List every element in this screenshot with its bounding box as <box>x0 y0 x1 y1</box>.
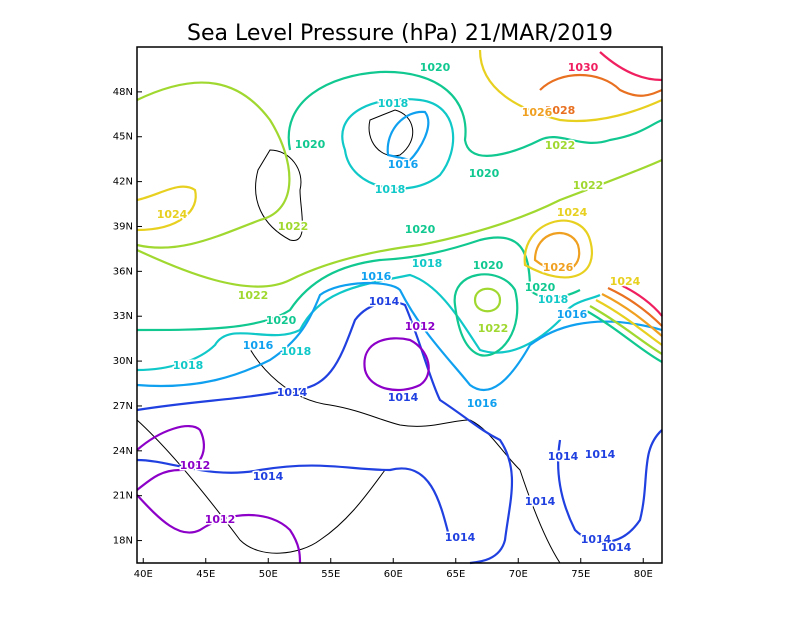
y-tick-label: 45N <box>113 132 133 143</box>
y-tick-label: 27N <box>113 401 133 412</box>
contour-label: 1016 <box>557 308 588 321</box>
contour-line <box>478 49 663 122</box>
x-tick-label: 50E <box>259 569 278 580</box>
y-tick-label: 18N <box>113 536 133 547</box>
contour-label: 1026 <box>522 106 553 119</box>
contour-label: 1014 <box>253 470 284 483</box>
x-tick-label: 45E <box>196 569 215 580</box>
contour-line <box>136 158 663 288</box>
contour-label: 1022 <box>278 220 309 233</box>
map-frame <box>136 46 663 564</box>
y-tick-label: 33N <box>113 311 133 322</box>
contour-label: 1024 <box>557 206 588 219</box>
axes: 40E 45E 50E 55E 60E 65E 70E 75E 80E 48N 45N 42N 39N 3… <box>113 87 653 580</box>
y-tick-label: 39N <box>113 221 133 232</box>
contour-label: 1022 <box>238 289 269 302</box>
contour-label: 1014 <box>369 295 400 308</box>
contour-label: 1014 <box>585 448 616 461</box>
contour-line <box>136 458 452 541</box>
contour-label: 1014 <box>277 386 308 399</box>
x-tick-label: 55E <box>321 569 340 580</box>
contour-label: 1020 <box>420 61 451 74</box>
contour-line <box>136 273 601 372</box>
contour-label: 1014 <box>601 541 632 554</box>
contour-label: 1020 <box>525 281 556 294</box>
contour-label: 1022 <box>478 322 509 335</box>
contour-label: 1022 <box>573 179 604 192</box>
contour-label: 1012 <box>180 459 211 472</box>
contour-label: 1016 <box>361 270 392 283</box>
x-tick-label: 80E <box>634 569 653 580</box>
contour-label: 1014 <box>581 533 612 546</box>
contour-label: 1014 <box>525 495 556 508</box>
contour-line <box>136 494 302 564</box>
contour-line <box>557 429 663 543</box>
contour-label: 1016 <box>388 158 419 171</box>
contour-line <box>539 73 663 97</box>
contour-label: 1022 <box>545 139 576 152</box>
map-title: Sea Level Pressure (hPa) 21/MAR/2019 <box>187 21 613 46</box>
y-tick-label: 30N <box>113 356 133 367</box>
contour-label: 1020 <box>405 223 436 236</box>
contour-label: 1012 <box>405 320 436 333</box>
contour-line <box>136 81 291 249</box>
contour-label: 1014 <box>388 391 419 404</box>
contour-label: 1018 <box>173 359 204 372</box>
contour-label: 1016 <box>467 397 498 410</box>
y-tick-label: 36N <box>113 266 133 277</box>
contour-line <box>601 293 663 337</box>
contour-label: 1020 <box>266 314 297 327</box>
contour-line <box>533 231 581 272</box>
contour-label: 1018 <box>281 345 312 358</box>
contour-label: 1030 <box>568 61 599 74</box>
contours <box>136 49 663 565</box>
contour-label: 1020 <box>295 138 326 151</box>
contour-line <box>136 236 581 332</box>
y-tick-label: 42N <box>113 177 133 188</box>
contour-label: 1028 <box>545 104 576 117</box>
y-tick-label: 21N <box>113 491 133 502</box>
contour-label: 1018 <box>538 293 569 306</box>
contour-label: 1026 <box>543 261 574 274</box>
contour-label: 1016 <box>243 339 274 352</box>
x-tick-label: 70E <box>509 569 528 580</box>
contour-line <box>363 337 430 392</box>
x-tick-label: 65E <box>446 569 465 580</box>
contour-line <box>473 287 502 313</box>
contour-line <box>341 98 455 190</box>
contour-label: 1020 <box>473 259 504 272</box>
y-tick-label: 24N <box>113 446 133 457</box>
contour-label: 1024 <box>157 208 188 221</box>
contour-line <box>613 280 663 317</box>
x-tick-label: 60E <box>384 569 403 580</box>
x-tick-label: 40E <box>134 569 153 580</box>
contour-label: 1024 <box>610 275 641 288</box>
contour-label: 1012 <box>205 513 236 526</box>
contour-label: 1018 <box>375 183 406 196</box>
contour-line <box>136 185 197 232</box>
contour-line <box>136 301 514 565</box>
contour-line <box>584 309 663 363</box>
x-tick-label: 75E <box>571 569 590 580</box>
contour-label: 1018 <box>378 97 409 110</box>
contour-line <box>589 305 663 355</box>
contour-line <box>599 51 663 82</box>
contour-labels: 1030102810261022102010181016102010181020… <box>155 60 642 556</box>
y-tick-label: 48N <box>113 87 133 98</box>
contour-label: 1014 <box>548 450 579 463</box>
contour-line <box>136 282 663 392</box>
contour-line <box>386 110 430 162</box>
contour-line <box>607 287 663 327</box>
contour-line <box>136 425 205 491</box>
contour-line <box>453 273 519 357</box>
contour-line <box>595 299 663 346</box>
contour-label: 1020 <box>469 167 500 180</box>
contour-line <box>523 219 593 279</box>
contour-line <box>287 70 663 157</box>
contour-label: 1018 <box>412 257 443 270</box>
contour-label: 1014 <box>445 531 476 544</box>
